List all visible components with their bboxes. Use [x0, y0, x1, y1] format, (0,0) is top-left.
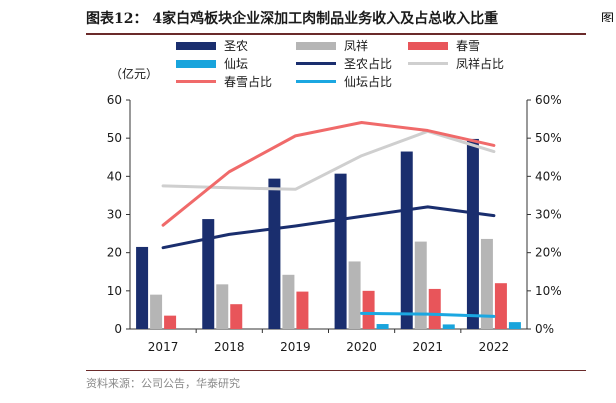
right-tick-label: 20%: [535, 246, 562, 260]
legend-swatch-shengnong: [176, 41, 216, 50]
legend-item-shengnong-share: 圣农占比: [296, 55, 392, 71]
x-tick-label: 2017: [148, 340, 179, 354]
bar-fengxiang: [480, 238, 493, 329]
left-tick-label: 50: [107, 131, 122, 145]
bar-shengnong: [400, 151, 413, 329]
legend-swatch-fengxiang: [296, 41, 336, 50]
left-tick-label: 20: [107, 246, 122, 260]
legend-swatch-chunxue-share: [176, 80, 216, 83]
legend-item-chunxue: 春雪: [408, 37, 480, 53]
x-tick-label: 2022: [479, 340, 510, 354]
left-axis-unit: （亿元）: [110, 67, 159, 81]
line-xiantan_line: [360, 311, 496, 318]
bar-shengnong: [334, 173, 347, 329]
bar-chunxue: [428, 288, 441, 329]
bar-chunxue: [362, 290, 375, 329]
title-rule: [86, 33, 586, 35]
bar-fengxiang: [150, 294, 163, 329]
line-shengnong_line: [161, 205, 496, 250]
legend-swatch-chunxue: [408, 41, 448, 50]
legend-swatch-xiantan: [176, 59, 216, 68]
bar-shengnong: [136, 246, 149, 329]
line-chunxue_line: [161, 121, 496, 227]
right-tick-label: 40%: [535, 169, 562, 183]
legend-swatch-xiantan-share: [296, 80, 336, 83]
legend-label-shengnong: 圣农: [224, 39, 249, 53]
bar-fengxiang: [216, 284, 229, 329]
bar-shengnong: [202, 219, 215, 329]
legend-item-fengxiang-share: 凤祥占比: [408, 55, 504, 71]
legend-swatch-fengxiang-share: [408, 62, 448, 65]
x-tick-label: 2018: [214, 340, 245, 354]
legend-label-shengnong-share: 圣农占比: [344, 57, 393, 71]
legend-label-xiantan: 仙坛: [224, 57, 249, 71]
legend-item-fengxiang: 凤祥: [296, 37, 368, 53]
left-tick-label: 30: [107, 208, 122, 222]
source-note: 资料来源：公司公告，华泰研究: [86, 377, 240, 390]
bar-shengnong: [466, 138, 479, 329]
right-tick-label: 50%: [535, 131, 562, 145]
legend-item-xiantan: 仙坛: [176, 55, 248, 71]
bar-xiantan: [376, 324, 389, 329]
bar-xiantan: [442, 324, 455, 329]
chart-legend: 圣农 凤祥 春雪 仙坛 圣农占比 凤祥占比 春雪占比 仙坛占比: [176, 37, 536, 89]
right-tick-label: 60%: [535, 93, 562, 107]
neighbor-title-fragment: 图: [601, 12, 613, 22]
bar-fengxiang: [414, 241, 427, 329]
bar-fengxiang: [348, 261, 361, 329]
left-tick-label: 10: [107, 284, 122, 298]
bar-chunxue: [230, 304, 243, 329]
bar-shengnong: [268, 178, 281, 329]
bar-xiantan: [508, 322, 521, 329]
right-tick-label: 10%: [535, 284, 562, 298]
left-tick-label: 0: [114, 322, 122, 336]
legend-label-fengxiang: 凤祥: [344, 39, 369, 53]
left-tick-label: 40: [107, 169, 122, 183]
right-tick-label: 30%: [535, 208, 562, 222]
right-tick-label: 0%: [535, 322, 554, 336]
bar-chunxue: [494, 283, 507, 329]
legend-item-xiantan-share: 仙坛占比: [296, 73, 392, 89]
bar-chunxue: [296, 291, 309, 329]
legend-label-chunxue: 春雪: [456, 39, 481, 53]
legend-label-chunxue-share: 春雪占比: [224, 75, 273, 89]
legend-item-chunxue-share: 春雪占比: [176, 73, 272, 89]
legend-label-xiantan-share: 仙坛占比: [344, 75, 393, 89]
bar-fengxiang: [282, 274, 295, 329]
legend-label-fengxiang-share: 凤祥占比: [456, 57, 505, 71]
x-tick-label: 2020: [346, 340, 377, 354]
x-tick-label: 2019: [280, 340, 311, 354]
x-tick-label: 2021: [412, 340, 443, 354]
legend-swatch-shengnong-share: [296, 62, 336, 65]
left-tick-label: 60: [107, 93, 122, 107]
bar-chunxue: [164, 315, 177, 329]
line-fengxiang_line: [161, 129, 496, 191]
footer-rule: [86, 370, 586, 371]
legend-item-shengnong: 圣农: [176, 37, 248, 53]
chart-title: 图表12： 4家白鸡板块企业深加工肉制品业务收入及占总收入比重: [86, 11, 499, 27]
